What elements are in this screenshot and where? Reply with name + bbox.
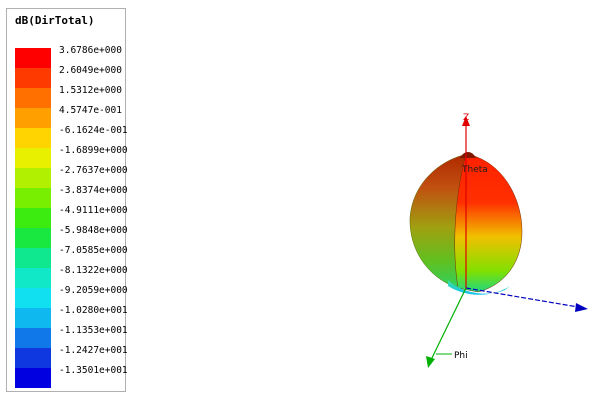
axis-system: Z Phi Theta: [426, 113, 588, 368]
phi-axis-arrow: [426, 356, 435, 368]
legend-swatch: [15, 248, 51, 268]
theta-axis-label: Theta: [461, 165, 488, 175]
phi-axis-line: [429, 287, 467, 363]
phi-axis-label: Phi: [454, 351, 468, 361]
legend-value-label: -7.0585e+000: [59, 245, 128, 256]
legend-value-label: -1.0280e+001: [59, 305, 128, 316]
legend-value-label: -4.9111e+000: [59, 205, 128, 216]
pattern-top-cap: [460, 152, 476, 158]
legend-value-label: 2.6049e+000: [59, 65, 122, 76]
legend-value-label: -1.1353e+001: [59, 325, 128, 336]
legend-value-label: 1.5312e+000: [59, 85, 122, 96]
pattern-lobe-left: [409, 153, 469, 289]
legend-value-label: -1.3501e+001: [59, 365, 128, 376]
legend-value-label: -6.1624e-001: [59, 125, 128, 136]
legend-value-label: 3.6786e+000: [59, 45, 122, 56]
legend-value-label: 4.5747e-001: [59, 105, 122, 116]
legend-value-label: -9.2059e+000: [59, 285, 128, 296]
legend-color-bar: [15, 48, 51, 388]
legend-swatch: [15, 148, 51, 168]
legend-swatch: [15, 128, 51, 148]
legend-value-label: -1.6899e+000: [59, 145, 128, 156]
legend-value-label: -1.2427e+001: [59, 345, 128, 356]
legend-swatch: [15, 308, 51, 328]
legend-value-label: -3.8374e+000: [59, 185, 128, 196]
legend-swatch: [15, 288, 51, 308]
radiation-pattern-surface: [409, 152, 523, 295]
legend-swatch: [15, 348, 51, 368]
x-axis-line: [465, 287, 579, 308]
z-axis-arrow: [462, 116, 470, 126]
legend-swatch: [15, 188, 51, 208]
legend-swatch: [15, 268, 51, 288]
legend-swatch: [15, 208, 51, 228]
legend-swatch: [15, 328, 51, 348]
legend-swatch: [15, 108, 51, 128]
legend-value-label: -2.7637e+000: [59, 165, 128, 176]
pattern-lobe-right: [454, 153, 523, 293]
legend-swatch: [15, 228, 51, 248]
legend-title: dB(DirTotal): [15, 14, 95, 27]
legend-value-label: -8.1322e+000: [59, 265, 128, 276]
legend-swatch: [15, 68, 51, 88]
z-axis-label: Z: [463, 113, 469, 123]
legend-swatch: [15, 168, 51, 188]
legend-swatch: [15, 48, 51, 68]
legend-value-label: -5.9848e+000: [59, 225, 128, 236]
x-axis-arrow: [575, 303, 588, 312]
legend-swatch: [15, 368, 51, 388]
color-legend: dB(DirTotal) 3.6786e+000 2.6049e+000 1.531…: [6, 8, 128, 392]
legend-swatch: [15, 88, 51, 108]
